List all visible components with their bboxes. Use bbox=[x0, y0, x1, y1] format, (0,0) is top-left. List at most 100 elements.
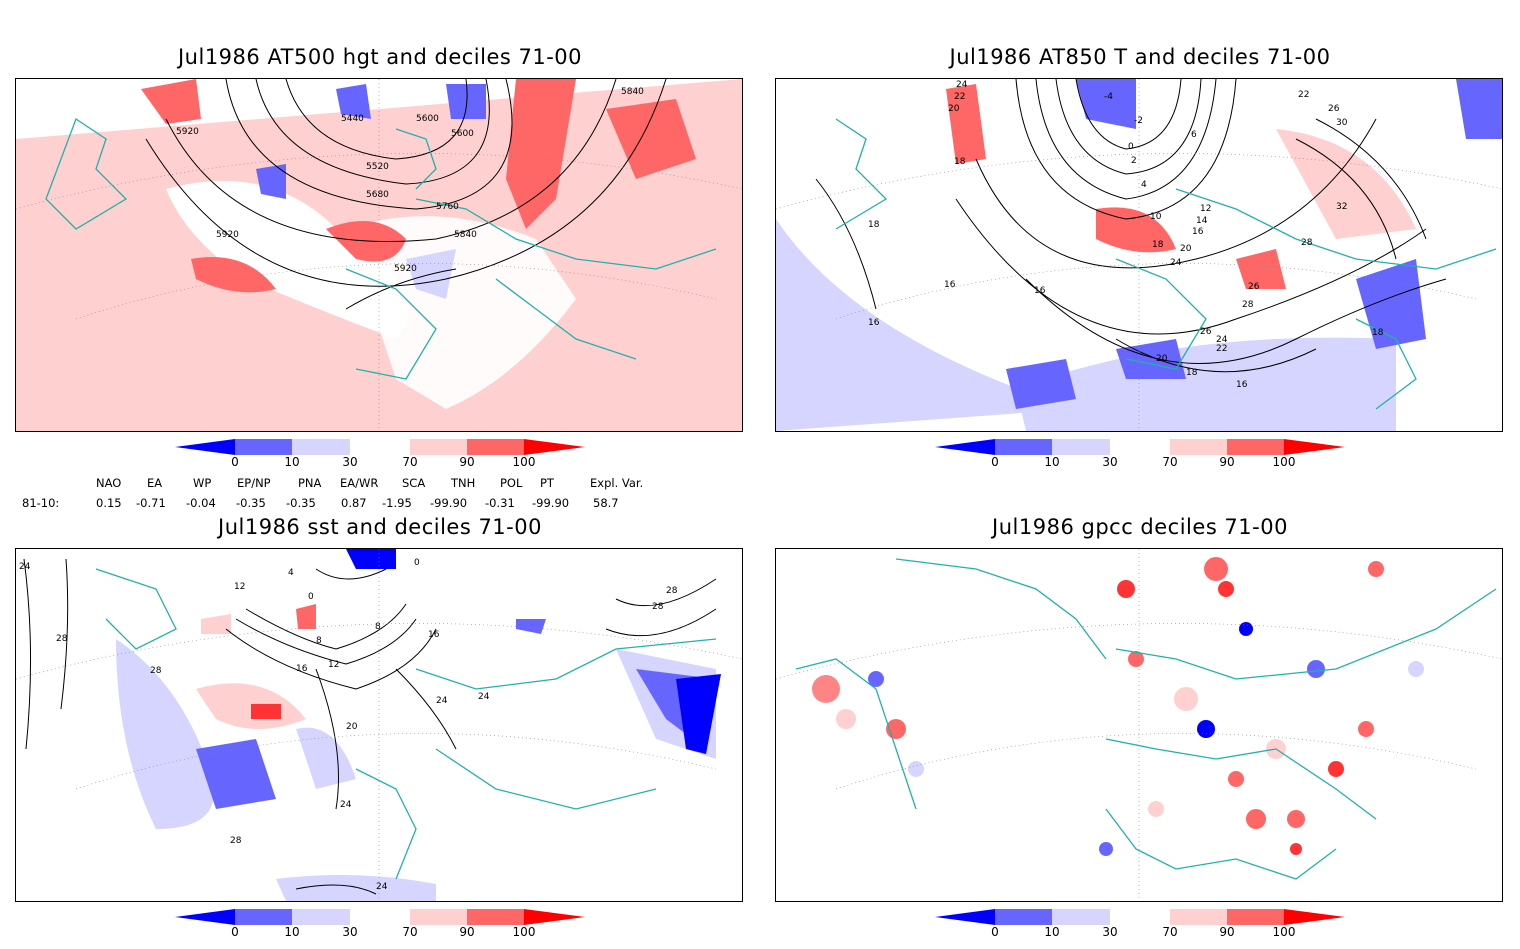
contour-label: 20 bbox=[948, 104, 960, 114]
colorbar-tick: 30 bbox=[1102, 925, 1118, 939]
grid-lines bbox=[776, 549, 1502, 901]
contour-label: 20 bbox=[1156, 354, 1168, 364]
colorbar-swatch bbox=[467, 909, 524, 925]
contours bbox=[815, 79, 1447, 373]
contour-label: -2 bbox=[1134, 116, 1143, 126]
below-normal-area bbox=[776, 219, 1076, 431]
colorbar-swatch bbox=[1170, 909, 1227, 925]
contour-label: 6 bbox=[1191, 130, 1197, 140]
contour-label: 5600 bbox=[451, 129, 474, 139]
below-normal-area bbox=[1016, 337, 1396, 431]
colorbar-tick: 30 bbox=[1102, 455, 1118, 469]
contour-label: 26 bbox=[1200, 327, 1212, 337]
contour-label: 2 bbox=[1131, 156, 1137, 166]
colorbar-swatch bbox=[292, 909, 350, 925]
contour-label: 5920 bbox=[394, 264, 417, 274]
colorbar-swatch bbox=[995, 439, 1052, 455]
index-value: -0.71 bbox=[136, 496, 166, 510]
colorbar-tick: 70 bbox=[402, 455, 418, 469]
colorbar-swatch bbox=[292, 439, 350, 455]
colorbar-swatches bbox=[935, 439, 1345, 455]
contours bbox=[145, 79, 667, 310]
panel-title-hgt: Jul1986 AT500 hgt and deciles 71-00 bbox=[177, 45, 583, 69]
index-header: EP/NP bbox=[237, 476, 271, 490]
colorbar-tick: 70 bbox=[402, 925, 418, 939]
near-normal-area bbox=[346, 216, 576, 409]
contour-label: 5840 bbox=[454, 230, 477, 240]
colorbar-swatches bbox=[935, 909, 1345, 925]
colorbar-tick: 0 bbox=[231, 925, 239, 939]
contour-label: 18 bbox=[868, 220, 880, 230]
colorbar-high-arrow bbox=[1284, 439, 1345, 455]
map-outside bbox=[776, 849, 836, 901]
contour-label: 22 bbox=[1298, 90, 1309, 100]
index-header: EA/WR bbox=[340, 476, 379, 490]
contour-label: 28 bbox=[1301, 238, 1313, 248]
contour-label: 16 bbox=[1236, 380, 1248, 390]
colorbar-tick: 100 bbox=[1272, 455, 1296, 469]
contour-label: 28 bbox=[652, 602, 664, 612]
colorbar-t850: 0 10 30 70 90 100 bbox=[935, 439, 1355, 479]
colorbar-low-arrow bbox=[175, 439, 235, 455]
contours bbox=[23, 558, 717, 895]
index-value: 0.15 bbox=[96, 496, 122, 510]
map-panel-gpcc[interactable] bbox=[775, 548, 1503, 902]
colorbar-swatch bbox=[1110, 909, 1170, 925]
contour-label: 28 bbox=[1242, 300, 1254, 310]
contour-label: 5680 bbox=[366, 190, 389, 200]
contour-label: 22 bbox=[954, 92, 965, 102]
colorbar-high-arrow bbox=[524, 909, 585, 925]
contour-label: 5520 bbox=[366, 162, 389, 172]
contour-label: 32 bbox=[1336, 202, 1347, 212]
contour-label: -4 bbox=[1104, 92, 1113, 102]
t850-map: 24 22 20 18 -4 -2 0 2 4 6 22 26 30 32 10… bbox=[776, 79, 1502, 431]
colorbar-swatch bbox=[1052, 439, 1110, 455]
contour-label-group: 24 12 4 0 0 28 28 28 8 8 16 12 16 28 24 … bbox=[19, 558, 678, 892]
below-normal-area bbox=[1006, 359, 1076, 409]
coastlines bbox=[795, 558, 1497, 880]
contour-label-group: 24 22 20 18 -4 -2 0 2 4 6 22 26 30 32 10… bbox=[868, 80, 1384, 390]
contour-label: 24 bbox=[478, 692, 490, 702]
coastlines bbox=[835, 118, 1497, 410]
contour-label: 5920 bbox=[216, 230, 239, 240]
colorbar-swatch bbox=[1227, 439, 1284, 455]
colorbar-tick: 10 bbox=[1044, 925, 1060, 939]
gpcc-map bbox=[776, 549, 1502, 901]
colorbar-swatch bbox=[1227, 909, 1284, 925]
contour-label: 8 bbox=[375, 622, 381, 632]
index-header: PNA bbox=[298, 476, 322, 490]
index-value: -0.04 bbox=[186, 496, 216, 510]
index-header: POL bbox=[500, 476, 523, 490]
below-normal-area bbox=[676, 674, 721, 754]
colorbar-gpcc: 0 10 30 70 90 100 bbox=[935, 909, 1355, 949]
map-panel-t850[interactable]: 24 22 20 18 -4 -2 0 2 4 6 22 26 30 32 10… bbox=[775, 78, 1503, 432]
colorbar-swatch bbox=[410, 909, 467, 925]
contour-label: 16 bbox=[428, 630, 440, 640]
colorbar-tick: 90 bbox=[1219, 455, 1235, 469]
contour-label: 4 bbox=[288, 568, 294, 578]
contour-label: 16 bbox=[296, 664, 308, 674]
colorbar-swatches bbox=[175, 439, 585, 455]
colorbar-low-arrow bbox=[935, 439, 995, 455]
contour-label: 12 bbox=[234, 582, 245, 592]
index-value: 58.7 bbox=[593, 496, 619, 510]
map-panel-sst[interactable]: 24 12 4 0 0 28 28 28 8 8 16 12 16 28 24 … bbox=[15, 548, 743, 902]
above-normal-area bbox=[1276, 129, 1416, 239]
contour-label: 16 bbox=[1034, 286, 1046, 296]
index-header: EA bbox=[147, 476, 163, 490]
below-normal-area bbox=[296, 727, 356, 789]
coastlines bbox=[95, 568, 717, 880]
colorbar-swatch bbox=[350, 439, 410, 455]
colorbar-swatch bbox=[235, 439, 292, 455]
above-normal-area bbox=[251, 704, 281, 719]
contour-label: 12 bbox=[328, 660, 339, 670]
contour-label: 28 bbox=[666, 586, 678, 596]
colorbar-tick: 0 bbox=[991, 455, 999, 469]
above-normal-area bbox=[1096, 207, 1176, 253]
contour-label: 18 bbox=[954, 157, 966, 167]
above-normal-area bbox=[296, 604, 316, 629]
contour-label: 26 bbox=[1248, 282, 1260, 292]
contour-label: 24 bbox=[376, 882, 388, 892]
index-header: TNH bbox=[451, 476, 476, 490]
map-panel-hgt[interactable]: 5920 5840 5440 5600 5600 5520 5680 5760 … bbox=[15, 78, 743, 432]
